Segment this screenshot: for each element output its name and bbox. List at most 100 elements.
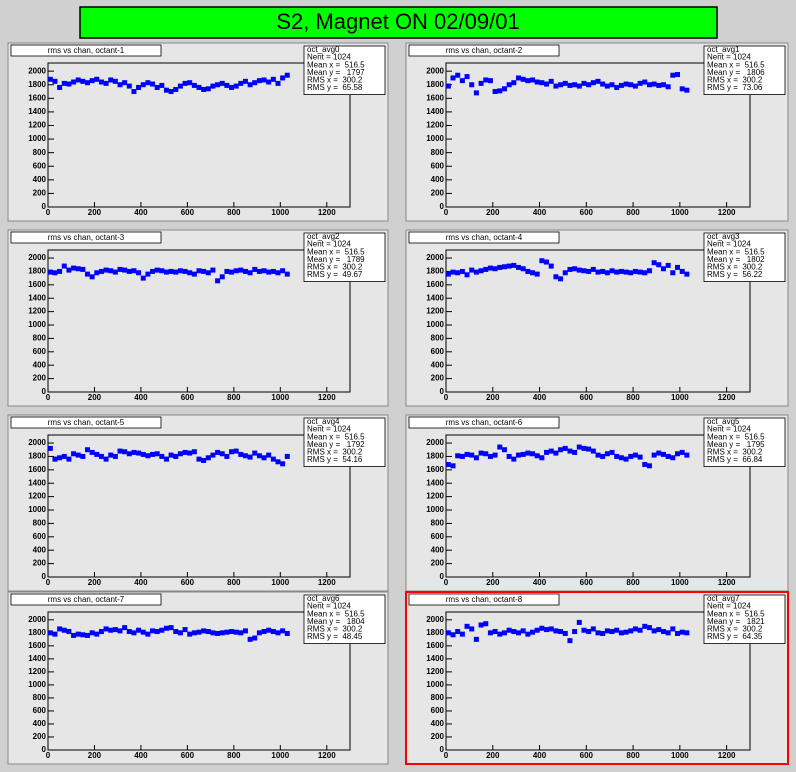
point <box>450 463 456 469</box>
y-tick-label: 800 <box>33 148 47 157</box>
point <box>553 628 559 634</box>
stats-box <box>303 417 386 467</box>
point <box>642 79 648 85</box>
point <box>71 451 77 457</box>
x-tick-label: 600 <box>580 208 594 217</box>
point <box>684 630 690 636</box>
point <box>660 82 666 88</box>
point <box>150 81 156 87</box>
y-tick-label: 200 <box>431 559 445 568</box>
point <box>469 626 475 632</box>
point <box>660 451 666 457</box>
point <box>215 82 221 88</box>
y-tick-label: 1600 <box>426 465 444 474</box>
point <box>637 269 643 275</box>
y-tick-label: 0 <box>440 387 445 396</box>
pad-title: rms vs chan, octant-6 <box>446 418 523 427</box>
point <box>530 629 536 635</box>
point <box>256 630 262 636</box>
point <box>576 267 582 273</box>
x-tick-label: 400 <box>134 578 148 587</box>
point <box>459 453 465 459</box>
point <box>492 89 498 95</box>
point <box>562 445 568 451</box>
stats-line: Mean y = 1821 <box>707 617 765 626</box>
stats-line: Nent = 1024 <box>707 602 751 611</box>
y-tick-label: 2000 <box>28 438 46 447</box>
point <box>684 87 690 93</box>
stats-line: oct_avg5 <box>707 417 740 426</box>
point <box>252 635 258 641</box>
x-tick-label: 400 <box>134 393 148 402</box>
point <box>506 627 512 633</box>
stats-line: RMS y = 73.06 <box>707 83 763 92</box>
point <box>656 82 662 88</box>
point <box>450 269 456 275</box>
point <box>238 451 244 457</box>
point <box>233 448 239 454</box>
point <box>219 274 225 280</box>
point <box>618 455 624 461</box>
point <box>637 80 643 86</box>
point <box>525 631 531 637</box>
point <box>530 77 536 83</box>
point <box>632 626 638 632</box>
point <box>196 84 202 90</box>
point <box>576 619 582 625</box>
point <box>94 451 100 457</box>
point <box>483 621 489 627</box>
point <box>628 628 634 634</box>
point <box>191 449 197 455</box>
point <box>275 270 281 276</box>
point <box>515 75 521 81</box>
point <box>534 271 540 277</box>
point <box>215 449 221 455</box>
point <box>646 268 652 274</box>
x-tick-label: 800 <box>626 208 640 217</box>
x-tick-label: 400 <box>134 208 148 217</box>
point <box>600 453 606 459</box>
point <box>224 453 230 459</box>
point <box>497 264 503 270</box>
stats-line: Mean y = 1802 <box>707 255 765 264</box>
point <box>256 268 262 274</box>
stats-line: Mean y = 1789 <box>307 255 365 264</box>
point <box>618 630 624 636</box>
point <box>252 450 258 456</box>
point <box>163 625 169 631</box>
point <box>464 623 470 629</box>
point <box>266 627 272 633</box>
point <box>445 271 451 277</box>
point <box>637 627 643 633</box>
pad-title: rms vs chan, octant-4 <box>446 233 523 242</box>
x-tick-label: 800 <box>227 751 241 760</box>
point <box>478 450 484 456</box>
point <box>665 262 671 268</box>
point <box>665 453 671 459</box>
point <box>57 455 63 461</box>
point <box>103 626 109 632</box>
x-tick-label: 200 <box>486 393 500 402</box>
stats-line: oct_avg4 <box>307 417 340 426</box>
point <box>233 83 239 89</box>
point <box>572 266 578 272</box>
y-tick-label: 1600 <box>426 93 444 102</box>
point <box>665 630 671 636</box>
point <box>609 268 615 274</box>
point <box>590 448 596 454</box>
point <box>89 274 95 280</box>
point <box>520 451 526 457</box>
point <box>525 450 531 456</box>
point <box>47 445 53 451</box>
x-tick-label: 400 <box>533 751 547 760</box>
point <box>464 74 470 80</box>
point <box>483 451 489 457</box>
y-tick-label: 1000 <box>426 134 444 143</box>
point <box>108 77 114 83</box>
point <box>201 628 207 634</box>
point <box>94 631 100 637</box>
point <box>455 629 461 635</box>
point <box>455 72 461 78</box>
stats-box <box>703 417 786 467</box>
